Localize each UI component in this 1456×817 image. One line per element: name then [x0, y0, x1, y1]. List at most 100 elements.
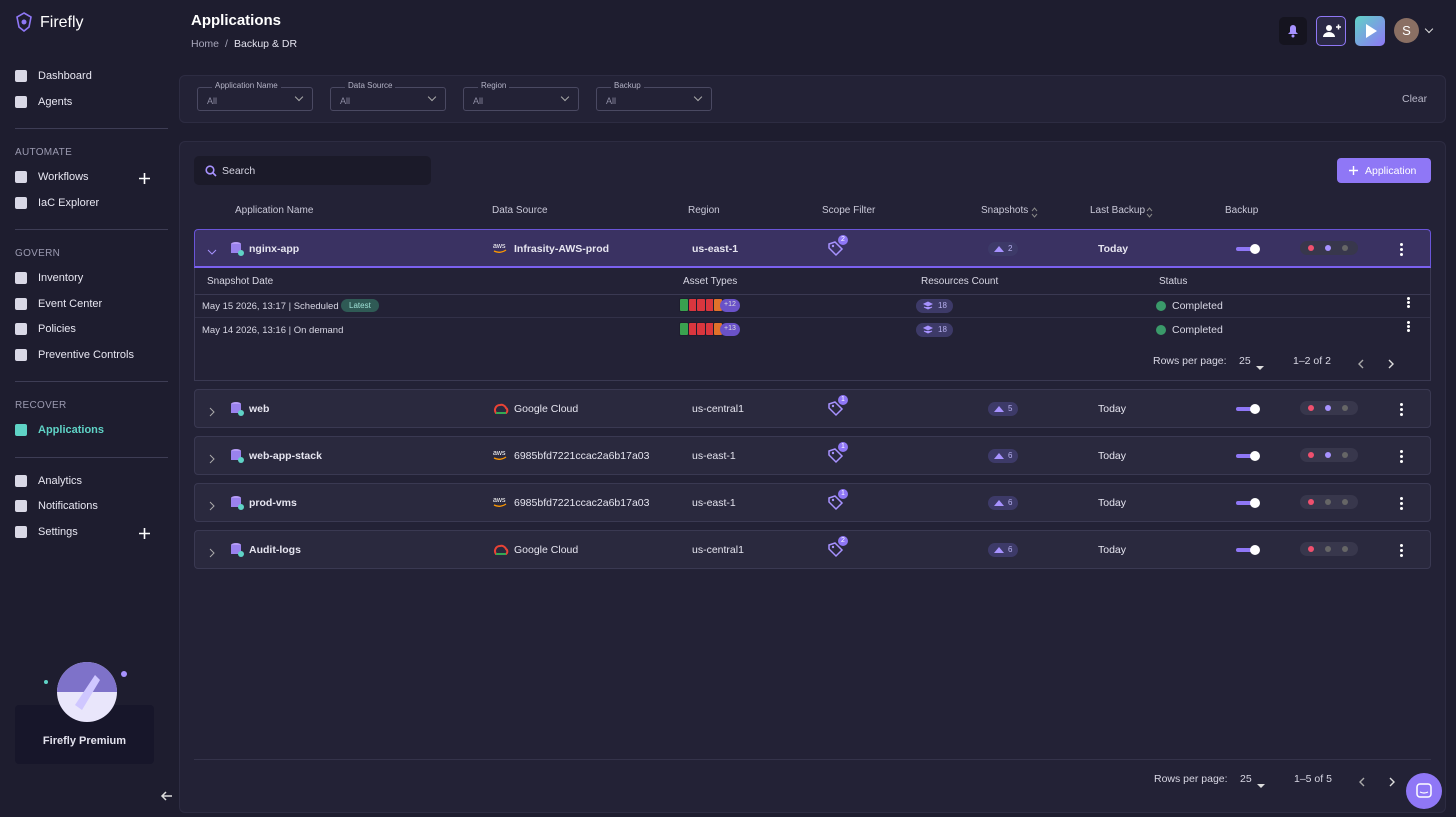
filter-select[interactable]: Data Source All	[330, 81, 446, 111]
application-row[interactable]: Audit-logs Google Cloud us-central1 2 6 Today	[194, 530, 1431, 569]
app-name[interactable]: web-app-stack	[249, 450, 322, 462]
application-row[interactable]: nginx-app aws Infrasity-AWS-prod us-east-1 2…	[194, 229, 1431, 268]
backup-toggle[interactable]	[1236, 404, 1260, 414]
nav-divider	[15, 128, 168, 129]
nav-add	[139, 171, 150, 189]
snapshot-panel: Snapshot Date Asset Types Resources Count S…	[194, 268, 1431, 381]
breadcrumb-sep: /	[225, 38, 228, 50]
nav-item[interactable]: Applications	[38, 424, 105, 436]
backup-toggle[interactable]	[1236, 498, 1260, 508]
avatar-menu[interactable]	[1424, 24, 1434, 34]
nav-icon	[15, 500, 27, 512]
nav-icon	[15, 196, 27, 209]
last-backup: Today	[1098, 497, 1127, 509]
column-header[interactable]: Last Backup	[1090, 205, 1146, 216]
data-source: 6985bfd7221ccac2a6b17a03	[514, 497, 650, 509]
avatar[interactable]: S	[1394, 18, 1419, 43]
kebab-dot	[1400, 455, 1403, 458]
breadcrumb-current: Backup & DR	[234, 38, 298, 50]
chat-button[interactable]	[1406, 773, 1442, 809]
filter-value: All	[606, 96, 617, 106]
nav-icon	[15, 95, 27, 108]
data-source: 6985bfd7221ccac2a6b17a03	[514, 450, 650, 462]
clear-filters[interactable]: Clear	[1402, 93, 1428, 105]
latest-badge: Latest	[341, 299, 379, 312]
nav-icon	[15, 525, 27, 538]
status-dot	[1308, 452, 1314, 458]
status-check	[1156, 325, 1166, 335]
add-application-button[interactable]: Application	[1337, 158, 1431, 183]
app-icon	[230, 542, 245, 562]
filter-select[interactable]: Application Name All	[197, 81, 313, 111]
status-indicators	[1300, 241, 1358, 255]
kebab-dot	[1400, 497, 1403, 500]
nav-item[interactable]: Preventive Controls	[38, 348, 134, 361]
filter-chevron	[693, 92, 703, 102]
kebab-dot	[1400, 413, 1403, 416]
search-box[interactable]: Search	[194, 156, 431, 185]
app-name[interactable]: nginx-app	[249, 243, 300, 255]
nav-item[interactable]: Analytics	[38, 474, 83, 487]
region: us-east-1	[692, 243, 739, 255]
notifications-button[interactable]	[1279, 17, 1307, 45]
filter-label: Application Name	[212, 81, 281, 90]
application-row[interactable]: prod-vms aws 6985bfd7221ccac2a6b17a03 us-ea…	[194, 483, 1431, 522]
column-header: Application Name	[235, 205, 314, 216]
app-name[interactable]: prod-vms	[249, 497, 297, 509]
snapshot-icon	[993, 545, 1005, 557]
snapshots-pill[interactable]: 5	[988, 402, 1019, 416]
status-indicators	[1300, 495, 1358, 509]
snapshots-pill[interactable]: 2	[988, 242, 1019, 256]
backup-toggle[interactable]	[1236, 545, 1260, 555]
region: us-central1	[692, 544, 744, 556]
filter-chevron	[427, 92, 437, 102]
source-icon: aws	[493, 449, 509, 468]
nav-item[interactable]: Notifications	[38, 500, 98, 512]
column-header[interactable]: Snapshots	[981, 205, 1029, 216]
kebab-dot	[1407, 325, 1410, 328]
status-dot	[1342, 405, 1348, 411]
status-dot	[1308, 245, 1314, 251]
nav-item[interactable]: Inventory	[38, 272, 84, 284]
nav-section-title: AUTOMATE	[15, 147, 73, 158]
nav-item[interactable]: IaC Explorer	[38, 196, 100, 209]
nav-item[interactable]: Settings	[38, 525, 78, 538]
application-row[interactable]: web-app-stack aws 6985bfd7221ccac2a6b17a03…	[194, 436, 1431, 475]
app-icon	[230, 241, 245, 261]
sort-icon	[1031, 205, 1038, 223]
nav-section-title: RECOVER	[15, 400, 67, 411]
nav-icon	[15, 323, 27, 335]
nav-divider	[15, 229, 168, 230]
kebab-dot	[1407, 305, 1410, 308]
invite-button[interactable]	[1316, 16, 1346, 46]
snapshots-pill[interactable]: 6	[988, 543, 1019, 557]
backup-toggle[interactable]	[1236, 244, 1260, 254]
svg-text:aws: aws	[493, 450, 506, 457]
region: us-central1	[692, 403, 744, 415]
filter-select[interactable]: Region All	[463, 81, 579, 111]
snapshot-icon	[993, 498, 1005, 510]
backup-toggle[interactable]	[1236, 451, 1260, 461]
kebab-dot	[1400, 554, 1403, 557]
nav-item[interactable]: Policies	[38, 323, 76, 335]
collapse-sidebar[interactable]	[160, 790, 174, 802]
nav-icon	[15, 348, 27, 361]
filter-label: Data Source	[345, 81, 396, 90]
snapshots-pill[interactable]: 6	[988, 449, 1019, 463]
nav-item[interactable]: Workflows	[38, 171, 89, 183]
nav-item[interactable]: Event Center	[38, 297, 103, 310]
kebab-dot	[1407, 321, 1410, 324]
nav-item[interactable]: Agents	[38, 95, 73, 108]
app-name[interactable]: web	[249, 403, 270, 415]
kebab-dot	[1400, 544, 1403, 547]
app-name[interactable]: Audit-logs	[249, 544, 301, 556]
rows-per-page-value[interactable]: 25	[1239, 355, 1251, 367]
nav-item[interactable]: Dashboard	[38, 70, 92, 82]
play-button[interactable]	[1355, 16, 1385, 46]
snapshots-pill[interactable]: 6	[988, 496, 1019, 510]
application-row[interactable]: web Google Cloud us-central1 1 5 Today	[194, 389, 1431, 428]
rows-per-page-value[interactable]: 25	[1240, 773, 1252, 785]
kebab-dot	[1407, 329, 1410, 332]
breadcrumb-home[interactable]: Home	[191, 38, 220, 50]
filter-select[interactable]: Backup All	[596, 81, 712, 111]
